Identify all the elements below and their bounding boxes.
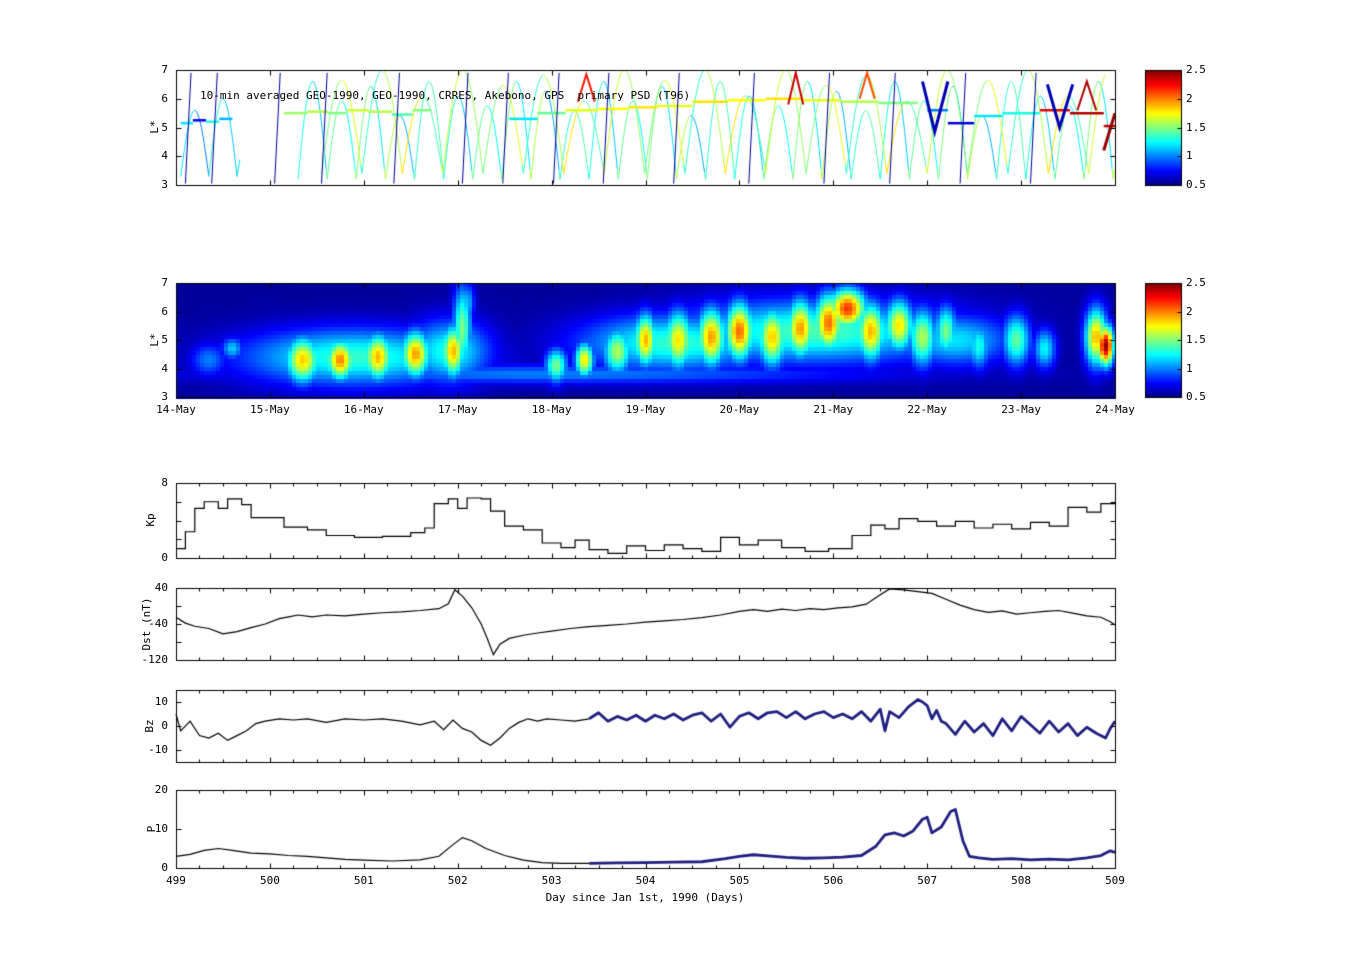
psd-figure: 10-min averaged GEO-1990, GEO-1990, CRRE… <box>0 0 1351 974</box>
figure-canvas <box>0 0 1351 974</box>
